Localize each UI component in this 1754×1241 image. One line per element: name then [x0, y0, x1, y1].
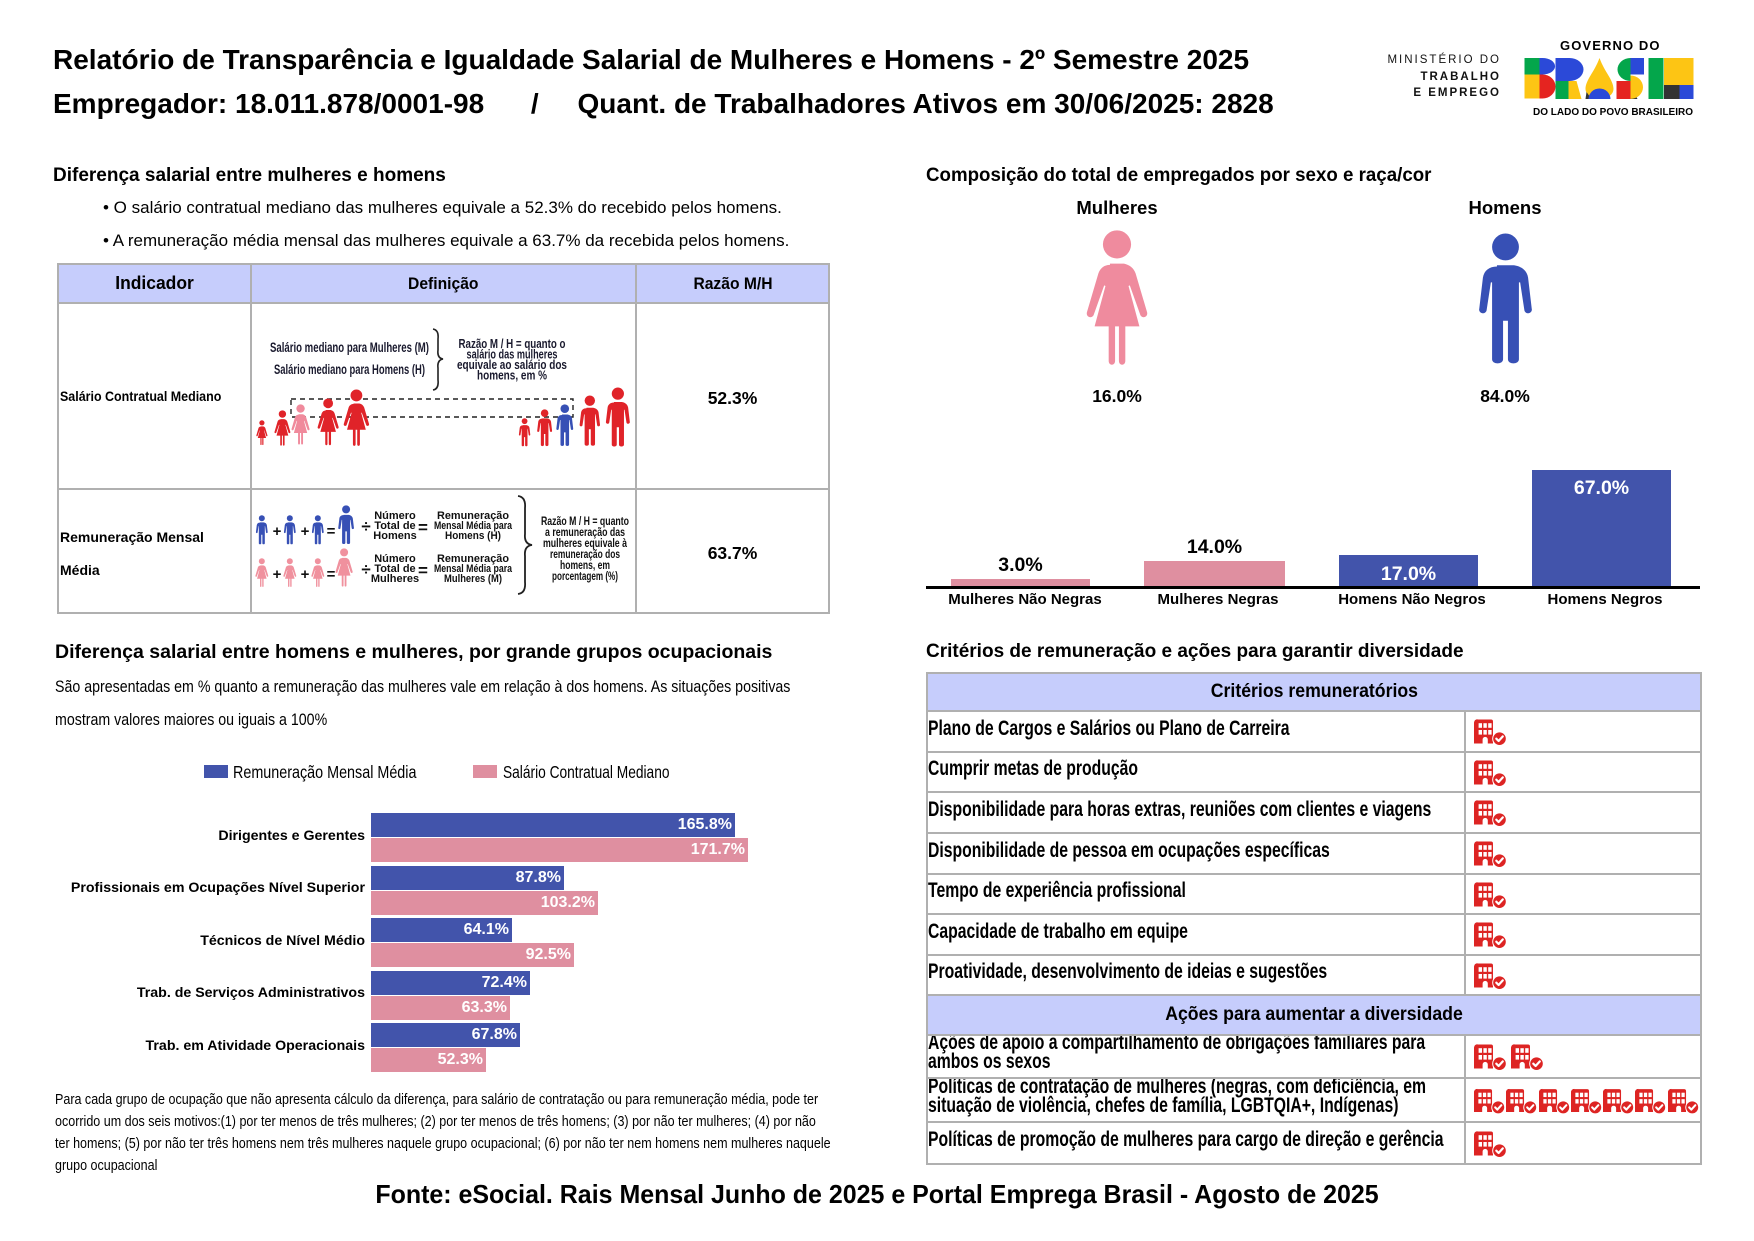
svg-text:Salário mediano para Mulheres: Salário mediano para Mulheres (M) — [270, 339, 429, 355]
svg-text:=: = — [327, 523, 336, 540]
svg-text:+: + — [301, 566, 310, 583]
svg-text:remuneração dos: remuneração dos — [550, 549, 620, 561]
svg-text:Mensal Média para: Mensal Média para — [434, 520, 513, 532]
svg-text:Total de: Total de — [374, 563, 415, 575]
svg-text:÷: ÷ — [361, 517, 370, 536]
svg-text:=: = — [418, 561, 428, 580]
svg-text:homens, em: homens, em — [560, 560, 610, 572]
svg-text:+: + — [273, 566, 282, 583]
svg-text:mulheres equivale à: mulheres equivale à — [543, 538, 627, 550]
svg-text:=: = — [418, 518, 428, 537]
svg-text:Total de: Total de — [374, 520, 415, 532]
svg-text:a remuneração das: a remuneração das — [545, 527, 625, 539]
svg-text:Mensal Média para: Mensal Média para — [434, 563, 513, 575]
svg-text:=: = — [327, 566, 336, 583]
svg-text:Número: Número — [374, 510, 416, 522]
svg-text:Razão M / H = quanto o: Razão M / H = quanto o — [459, 336, 566, 351]
svg-text:Salário mediano para Homens (H: Salário mediano para Homens (H) — [274, 361, 425, 377]
svg-text:Razão M / H = quanto: Razão M / H = quanto — [541, 516, 629, 528]
svg-text:Número: Número — [374, 553, 416, 565]
svg-text:porcentagem (%): porcentagem (%) — [552, 571, 618, 583]
svg-text:Remuneração: Remuneração — [437, 553, 509, 565]
svg-text:equivale ao salário dos: equivale ao salário dos — [457, 357, 567, 372]
svg-text:Homens (H): Homens (H) — [445, 530, 501, 542]
svg-text:Mulheres: Mulheres — [371, 573, 419, 585]
svg-text:+: + — [301, 523, 310, 540]
svg-text:Remuneração: Remuneração — [437, 510, 509, 522]
svg-text:+: + — [273, 523, 282, 540]
svg-text:salário das mulheres: salário das mulheres — [467, 347, 558, 362]
svg-text:Homens: Homens — [373, 530, 416, 542]
svg-text:÷: ÷ — [361, 560, 370, 579]
svg-text:Mulheres (M): Mulheres (M) — [444, 573, 502, 585]
svg-text:homens, em %: homens, em % — [477, 368, 547, 383]
